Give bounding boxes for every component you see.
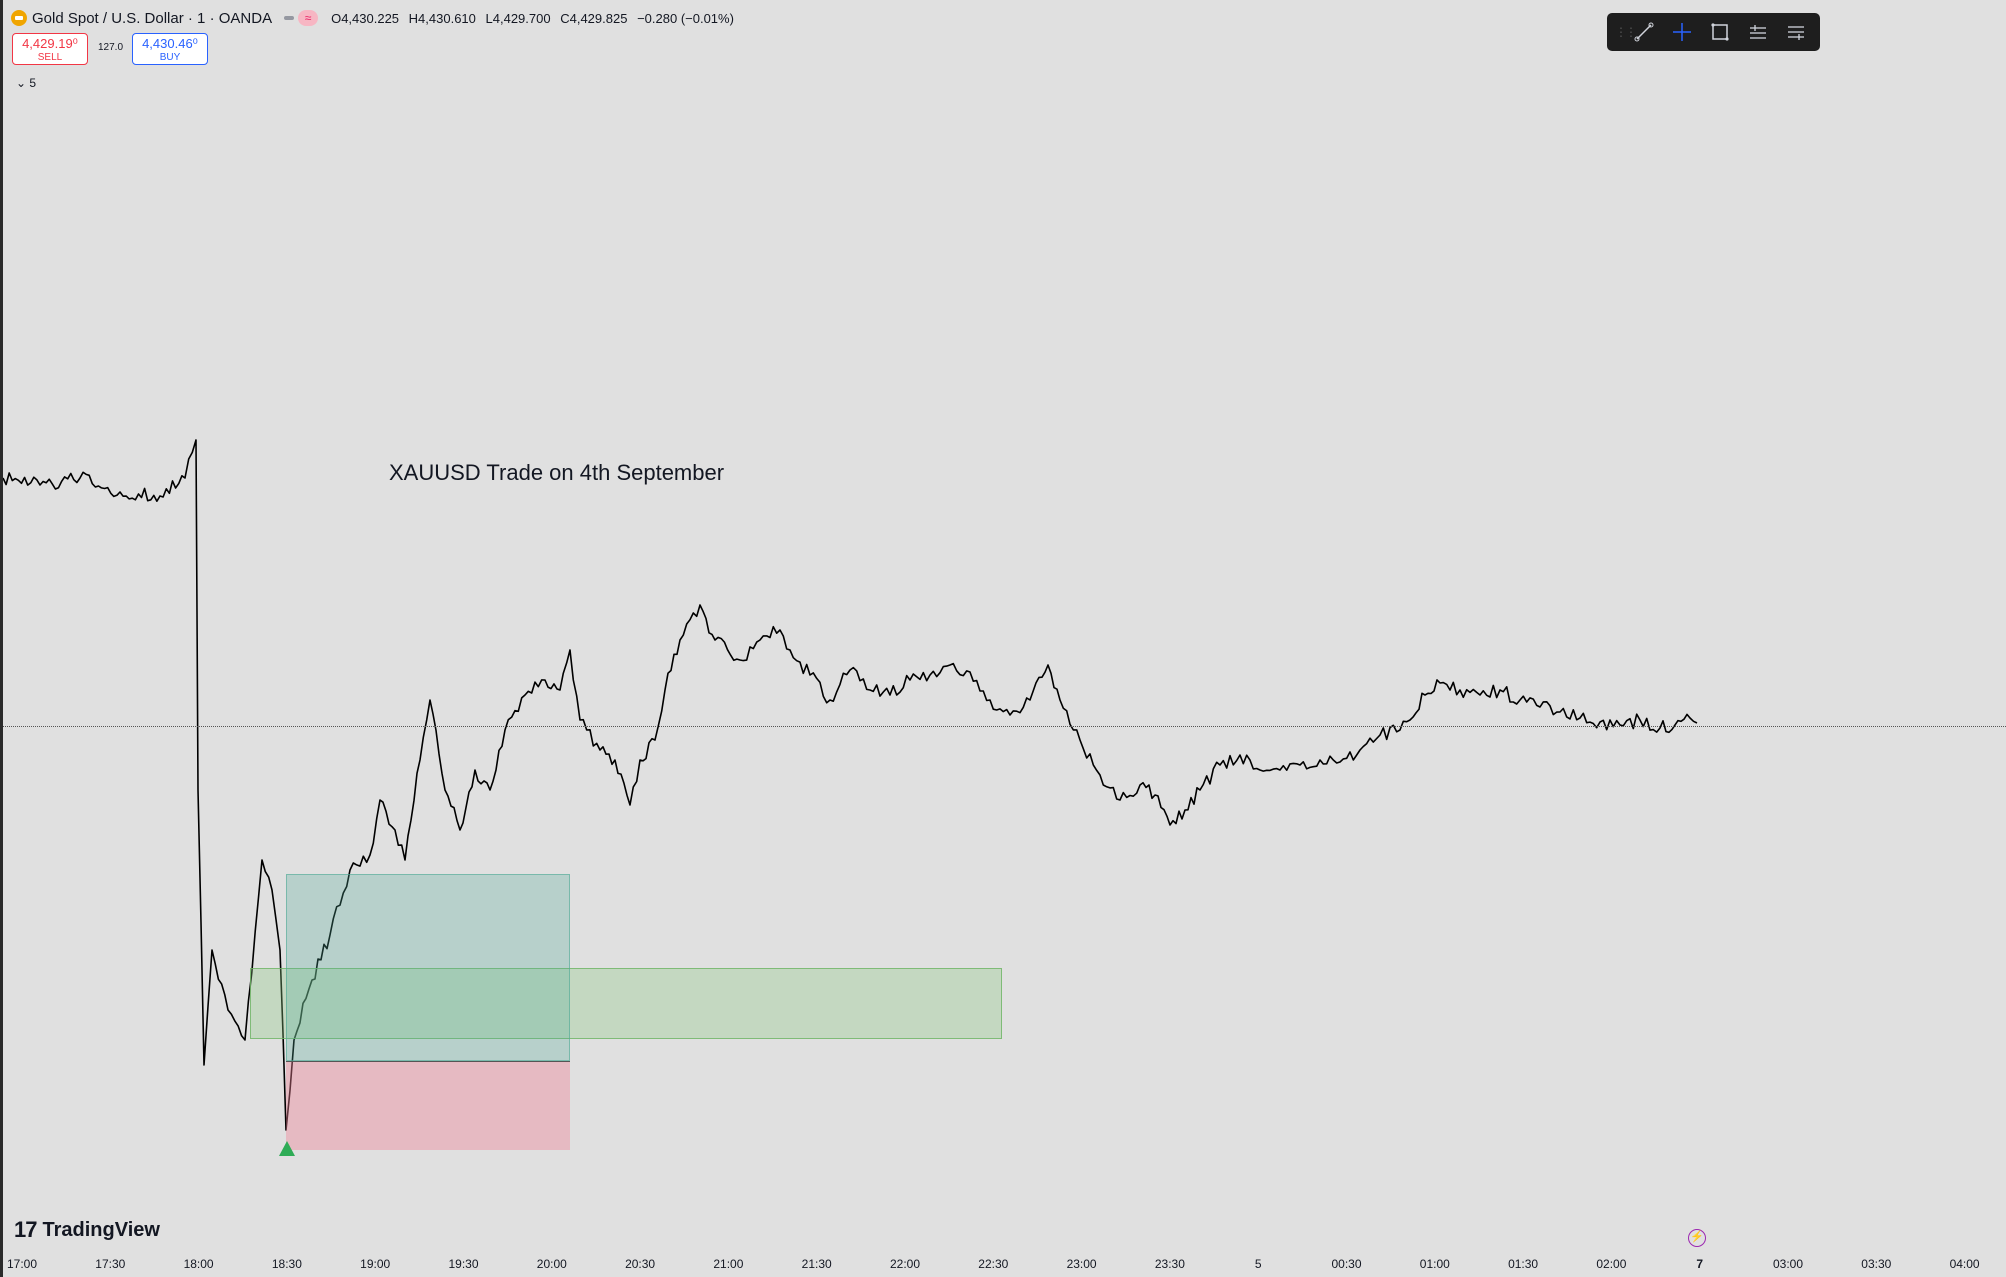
long-position-stop-zone[interactable] [286,1061,570,1150]
time-tick-label: 03:00 [1772,1257,1804,1271]
time-tick-label: 01:30 [1508,1257,1539,1271]
price-path [2,439,1698,1131]
chart-annotation-text[interactable]: XAUUSD Trade on 4th September [389,460,725,485]
time-tick-label: 23:00 [1066,1257,1097,1271]
crosshair-icon[interactable] [1663,13,1701,51]
time-tick-label: 00:30 [1331,1257,1362,1271]
indicators-toggle[interactable]: ⌄ 5 [16,76,37,90]
low-value: L4,429.700 [485,10,551,26]
time-tick-label: 01:00 [1419,1257,1450,1271]
time-tick-label: 21:30 [801,1257,832,1271]
sell-button[interactable]: 4,429.19⁰ SELL [12,33,88,65]
sell-label: SELL [37,52,63,63]
time-tick-label: 22:00 [889,1257,921,1271]
time-tick-label: 21:00 [713,1257,744,1271]
time-tick-label: 5 [1254,1257,1262,1271]
drag-handle-icon[interactable]: ⋮⋮ [1615,25,1637,39]
left-border [0,0,3,1277]
time-tick-label: 19:00 [360,1257,391,1271]
buy-button[interactable]: 4,430.46⁰ BUY [132,33,208,65]
status-dash-icon [284,16,295,20]
buy-price: 4,430.46⁰ [142,36,198,51]
time-tick-label: 02:00 [1596,1257,1627,1271]
market-status[interactable]: ≈ [284,10,319,26]
time-tick-label: 18:30 [271,1257,302,1271]
tradingview-logo[interactable]: 17 TradingView [14,1217,160,1243]
green-rectangle-zone[interactable] [250,968,1002,1039]
current-price-line [3,726,2006,727]
high-value: H4,430.610 [408,10,476,26]
time-tick-label: 20:30 [625,1257,656,1271]
time-tick-label: 17:00 [6,1257,38,1271]
time-tick-label: 03:30 [1861,1257,1892,1271]
trend-line-icon[interactable] [1625,13,1663,51]
long-position-target-zone[interactable] [286,874,570,1061]
drawing-toolbar: ⋮⋮ [1607,13,1820,51]
buy-label: BUY [159,52,181,63]
time-tick-label: 04:00 [1949,1257,1980,1271]
sell-price: 4,429.19⁰ [22,36,78,51]
time-tick-label: 17:30 [95,1257,126,1271]
change-value: −0.280 (−0.01%) [637,10,734,26]
close-value: C4,429.825 [560,10,628,26]
rectangle-icon[interactable] [1701,13,1739,51]
status-wave-icon: ≈ [298,10,319,26]
time-tick-label: 22:30 [978,1257,1009,1271]
entry-arrow-icon [279,1141,295,1156]
gold-icon [11,10,27,26]
logo-mark: 17 [14,1217,38,1242]
spread-value: 127.0 [98,42,124,53]
time-tick-label: 19:30 [448,1257,479,1271]
lightning-icon[interactable]: ⚡ [1688,1229,1706,1247]
open-value: O4,430.225 [331,10,400,26]
short-position-icon[interactable] [1777,13,1815,51]
ohlc-values: O4,430.225 H4,430.610 L4,429.700 C4,429.… [331,11,740,26]
time-tick-label: 18:00 [183,1257,214,1271]
time-tick-label: 20:00 [536,1257,567,1271]
time-axis[interactable]: 17:00 17:30 18:00 18:30 19:00 19:30 20:00 20:30… [0,1252,2006,1277]
time-tick-label: 7 [1696,1257,1704,1271]
time-tick-label: 23:30 [1154,1257,1185,1271]
long-position-icon[interactable] [1739,13,1777,51]
symbol-title[interactable]: Gold Spot / U.S. Dollar · 1 · OANDA [32,9,273,27]
symbol-legend: Gold Spot / U.S. Dollar · 1 · OANDA ≈ O4… [11,8,740,28]
logo-text: TradingView [42,1218,160,1241]
